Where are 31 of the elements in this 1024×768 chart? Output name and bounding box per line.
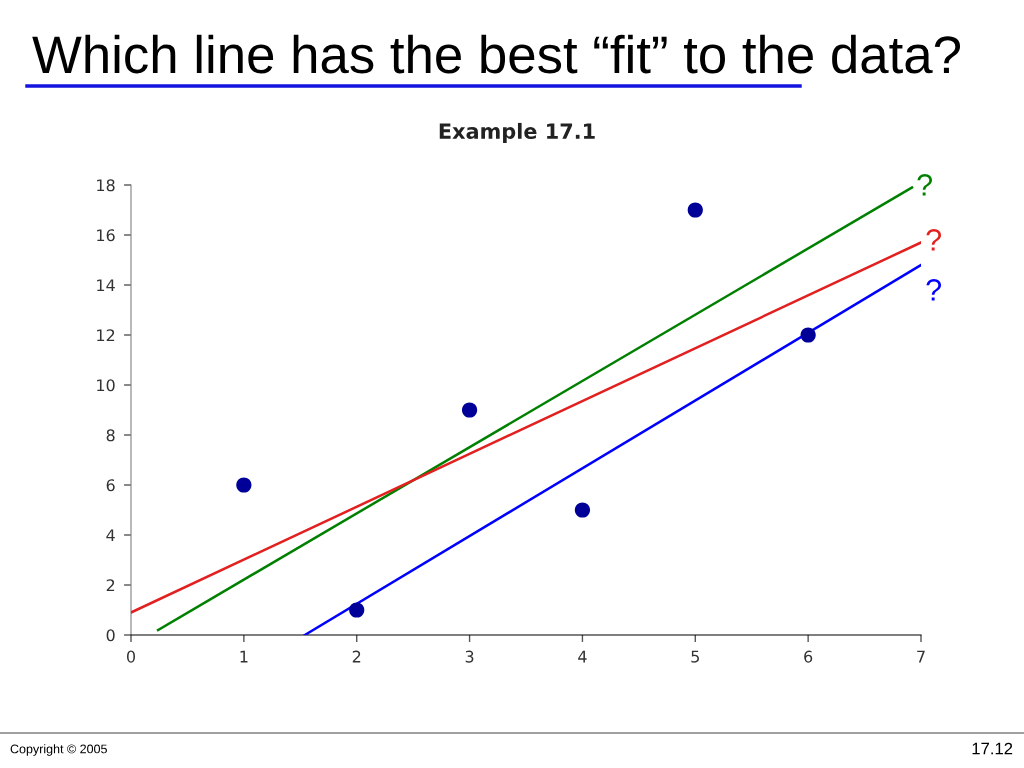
x-tick-label: 3 [465,650,474,663]
x-tick-label: 1 [240,650,248,663]
x-tick-label: 6 [804,650,813,663]
x-tick-label: 7 [917,650,925,663]
y-tick-label: 0 [106,629,115,642]
y-tick-label: 10 [97,379,115,392]
text: Copyright © 2005 [10,744,107,756]
x-tick-label: 5 [691,650,699,663]
point [800,327,816,343]
series-label: ? [917,174,932,196]
chart-title: Which line has the best “fit” to the data? [32,34,961,74]
series-label: ? [926,279,942,301]
y-tick-label: 18 [97,179,115,192]
y-tick-label: 2 [106,579,115,592]
y-tick-label: 14 [97,279,115,292]
y-tick-label: 16 [97,229,115,242]
point [687,202,703,218]
x-tick-label: 2 [352,650,361,663]
x-tick-label: 0 [126,650,136,663]
y-tick-label: 6 [106,479,115,492]
x-tick-label: 4 [578,650,587,663]
chart-subtitle: Example 17.1 [439,122,595,144]
y-tick-label: 4 [106,529,115,542]
series-label: ? [926,229,942,251]
y-tick-label: 12 [97,329,115,342]
point [461,402,478,418]
point [236,477,252,493]
point [574,502,591,518]
text: 17.12 [972,742,1013,755]
y-tick-label: 8 [106,429,115,442]
point [349,602,365,618]
